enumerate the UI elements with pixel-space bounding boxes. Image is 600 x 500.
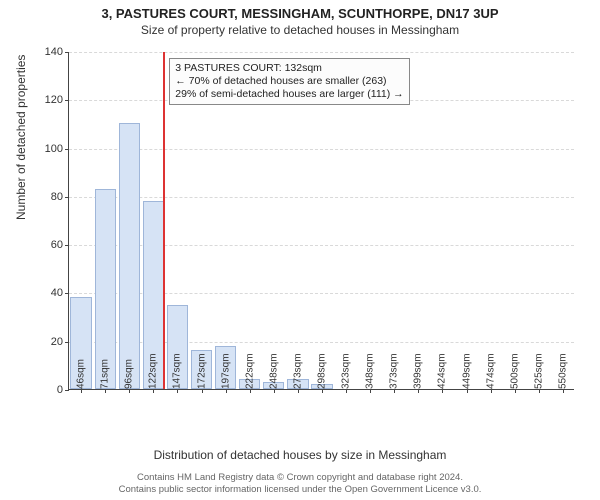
x-tick-label: 147sqm [172, 349, 183, 389]
x-tick-label: 550sqm [557, 349, 568, 389]
x-tick-label: 273sqm [292, 349, 303, 389]
footer-line-1: Contains HM Land Registry data © Crown c… [0, 472, 600, 484]
x-tick-mark [467, 389, 468, 393]
chart-area: 02040608010012014046sqm71sqm96sqm122sqm1… [68, 52, 574, 390]
x-tick-mark [442, 389, 443, 393]
y-tick-label: 80 [51, 191, 69, 203]
y-tick-label: 140 [45, 46, 69, 58]
y-tick-label: 120 [45, 94, 69, 106]
grid-line [69, 197, 574, 198]
annotation-line: ← 70% of detached houses are smaller (26… [175, 75, 403, 88]
annotation-line: 29% of semi-detached houses are larger (… [175, 88, 403, 101]
x-tick-label: 96sqm [124, 355, 135, 389]
x-tick-label: 373sqm [389, 349, 400, 389]
histogram-bar [119, 123, 140, 389]
x-tick-mark [370, 389, 371, 393]
y-tick-label: 60 [51, 239, 69, 251]
chart-footer: Contains HM Land Registry data © Crown c… [0, 472, 600, 496]
x-tick-label: 222sqm [244, 349, 255, 389]
x-tick-label: 424sqm [437, 349, 448, 389]
x-tick-mark [418, 389, 419, 393]
x-tick-mark [202, 389, 203, 393]
x-tick-label: 172sqm [196, 349, 207, 389]
x-tick-mark [515, 389, 516, 393]
plot-region: 02040608010012014046sqm71sqm96sqm122sqm1… [68, 52, 574, 390]
x-tick-mark [563, 389, 564, 393]
x-tick-mark [250, 389, 251, 393]
x-tick-label: 248sqm [268, 349, 279, 389]
y-axis-label: Number of detached properties [14, 55, 28, 220]
x-tick-mark [539, 389, 540, 393]
x-tick-mark [177, 389, 178, 393]
x-tick-mark [322, 389, 323, 393]
y-tick-label: 100 [45, 143, 69, 155]
y-tick-label: 0 [57, 384, 69, 396]
x-tick-label: 197sqm [220, 349, 231, 389]
x-axis-label: Distribution of detached houses by size … [0, 448, 600, 462]
x-tick-label: 323sqm [341, 349, 352, 389]
x-tick-label: 474sqm [485, 349, 496, 389]
x-tick-label: 122sqm [148, 349, 159, 389]
x-tick-label: 348sqm [365, 349, 376, 389]
x-tick-mark [346, 389, 347, 393]
reference-line [163, 52, 165, 389]
x-tick-mark [129, 389, 130, 393]
annotation-box: 3 PASTURES COURT: 132sqm← 70% of detache… [169, 58, 409, 105]
x-tick-mark [491, 389, 492, 393]
x-tick-mark [81, 389, 82, 393]
y-tick-label: 40 [51, 287, 69, 299]
x-tick-label: 399sqm [413, 349, 424, 389]
grid-line [69, 52, 574, 53]
x-tick-label: 71sqm [100, 355, 111, 389]
x-tick-mark [153, 389, 154, 393]
x-tick-mark [274, 389, 275, 393]
x-tick-label: 298sqm [317, 349, 328, 389]
x-tick-label: 449sqm [461, 349, 472, 389]
footer-line-2: Contains public sector information licen… [0, 484, 600, 496]
x-tick-mark [226, 389, 227, 393]
x-tick-label: 525sqm [533, 349, 544, 389]
x-tick-mark [105, 389, 106, 393]
chart-title: 3, PASTURES COURT, MESSINGHAM, SCUNTHORP… [0, 0, 600, 21]
x-tick-label: 46sqm [76, 355, 87, 389]
y-tick-label: 20 [51, 336, 69, 348]
x-tick-mark [298, 389, 299, 393]
x-tick-label: 500sqm [509, 349, 520, 389]
chart-subtitle: Size of property relative to detached ho… [0, 21, 600, 37]
grid-line [69, 149, 574, 150]
annotation-line: 3 PASTURES COURT: 132sqm [175, 62, 403, 75]
x-tick-mark [394, 389, 395, 393]
